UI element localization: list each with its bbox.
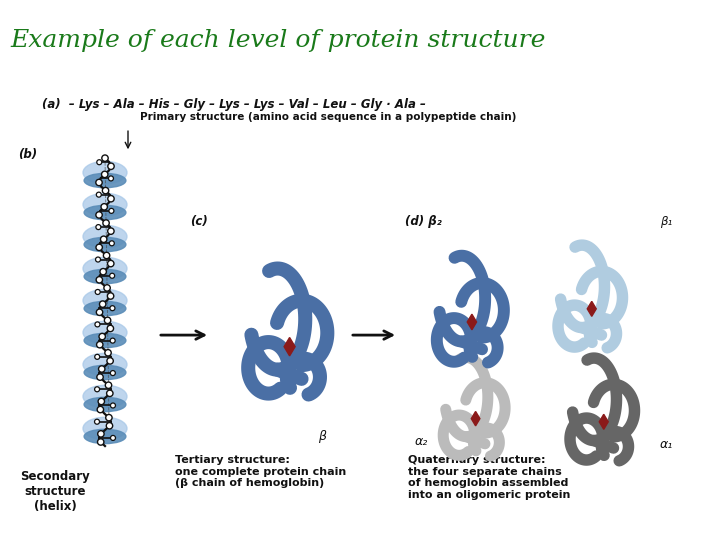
Circle shape [99,333,105,340]
Circle shape [98,398,104,404]
Circle shape [96,374,103,380]
Circle shape [96,244,102,251]
Text: α₁: α₁ [660,438,673,451]
Polygon shape [599,414,608,429]
Text: Secondary
structure
(helix): Secondary structure (helix) [20,470,90,513]
Circle shape [110,306,115,310]
Circle shape [102,187,109,194]
Text: β: β [318,430,326,443]
Circle shape [96,225,101,230]
Circle shape [99,301,106,307]
Circle shape [110,370,115,375]
Circle shape [100,268,107,275]
Text: Primary structure (amino acid sequence in a polypeptide chain): Primary structure (amino acid sequence i… [140,112,516,122]
Text: Quaternary structure:
the four separate chains
of hemoglobin assembled
into an o: Quaternary structure: the four separate … [408,455,570,500]
Ellipse shape [83,385,127,408]
Circle shape [108,163,114,170]
Circle shape [110,403,115,408]
Circle shape [109,273,114,278]
Text: (c): (c) [190,215,208,228]
Ellipse shape [84,333,126,348]
Circle shape [106,415,112,421]
Ellipse shape [84,269,126,284]
Circle shape [96,179,102,186]
Circle shape [107,423,112,429]
Circle shape [110,338,115,343]
Circle shape [108,228,114,234]
Circle shape [104,285,110,291]
Polygon shape [467,314,477,330]
Circle shape [101,236,107,242]
Ellipse shape [84,301,126,316]
Circle shape [96,192,102,197]
Text: (a)  – Lys – Ala – His – Gly – Lys – Lys – Val – Leu – Gly · Ala –: (a) – Lys – Ala – His – Gly – Lys – Lys … [42,98,426,111]
Circle shape [105,349,111,356]
Circle shape [94,419,99,424]
Circle shape [109,208,114,213]
Circle shape [109,176,114,181]
Circle shape [98,431,104,437]
Text: (d) β₂: (d) β₂ [405,215,442,228]
Text: Example of each level of protein structure: Example of each level of protein structu… [11,29,546,52]
Ellipse shape [83,193,127,216]
Circle shape [107,293,114,299]
Ellipse shape [83,258,127,280]
Circle shape [96,160,102,165]
Circle shape [96,341,103,348]
Circle shape [107,390,113,396]
Ellipse shape [83,353,127,376]
Circle shape [102,171,108,178]
Circle shape [96,212,102,218]
Text: α₂: α₂ [415,435,428,448]
Circle shape [95,322,100,327]
Circle shape [101,204,107,210]
Circle shape [95,354,100,359]
Circle shape [96,276,102,283]
Polygon shape [284,338,295,356]
Circle shape [104,317,111,323]
Circle shape [102,155,108,161]
Ellipse shape [84,173,126,188]
Circle shape [96,309,103,315]
Circle shape [107,325,114,332]
Circle shape [107,357,113,364]
Circle shape [109,241,114,246]
Text: Tertiary structure:
one complete protein chain
(β chain of hemoglobin): Tertiary structure: one complete protein… [175,455,346,488]
Circle shape [95,289,100,294]
Circle shape [96,257,101,262]
Ellipse shape [83,417,127,440]
Ellipse shape [83,161,127,184]
Circle shape [105,382,112,388]
Circle shape [108,195,114,202]
Circle shape [97,439,104,445]
Ellipse shape [84,237,126,252]
Polygon shape [588,301,596,316]
Ellipse shape [83,321,127,343]
Circle shape [97,406,104,413]
Polygon shape [472,411,480,426]
Circle shape [94,387,99,392]
Text: (b): (b) [18,148,37,161]
Ellipse shape [83,225,127,248]
Circle shape [110,435,115,441]
Ellipse shape [84,205,126,220]
Ellipse shape [84,429,126,444]
Text: β₁: β₁ [660,215,672,228]
Circle shape [103,220,109,226]
Ellipse shape [84,397,126,411]
Ellipse shape [84,365,126,380]
Circle shape [107,260,114,267]
Circle shape [99,366,105,372]
Circle shape [104,252,109,259]
Ellipse shape [83,289,127,312]
